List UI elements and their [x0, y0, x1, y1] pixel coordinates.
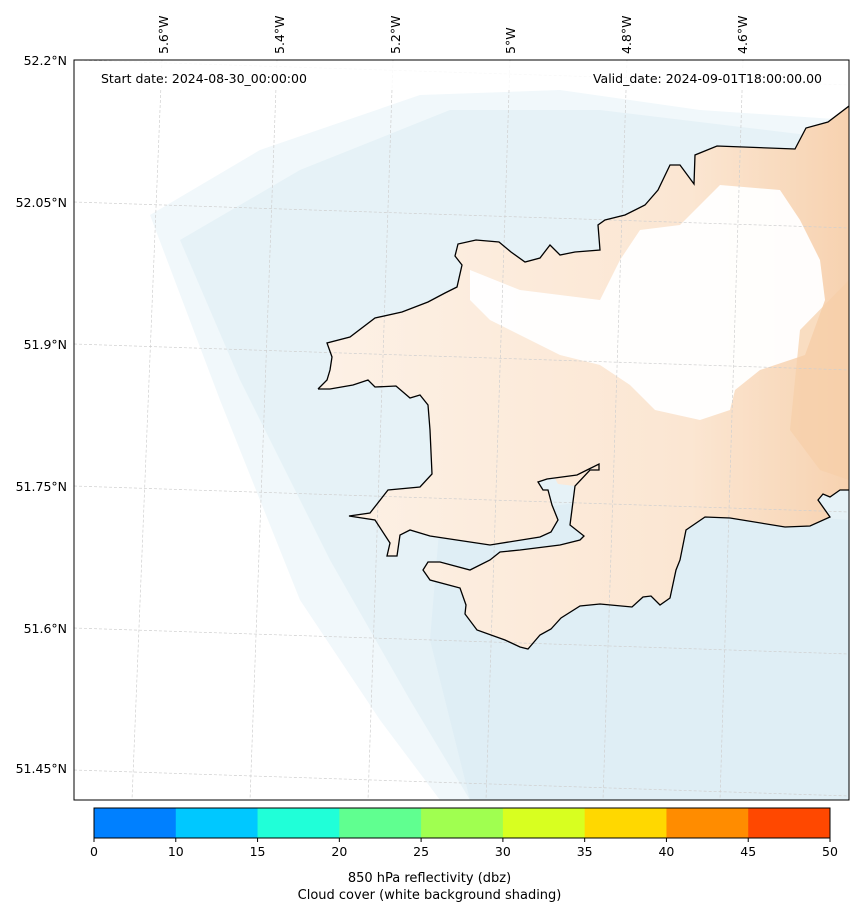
lon-label: 5.6°W — [156, 16, 171, 55]
lon-label: 5.2°W — [388, 16, 403, 55]
colorbar-segment — [175, 808, 259, 838]
colorbar-segment — [584, 808, 667, 838]
colorbar-ticks: 0 10 15 20 25 30 35 40 45 50 — [90, 838, 838, 859]
land-clear-patch — [470, 185, 825, 420]
colorbar-tick-label: 20 — [331, 844, 347, 859]
graticule — [74, 60, 849, 800]
map-plot-area — [74, 60, 849, 800]
colorbar-tick-label: 0 — [90, 844, 98, 859]
colorbar-tick-label: 15 — [250, 844, 266, 859]
colorbar-tick-label: 25 — [413, 844, 429, 859]
colorbar-label: 850 hPa reflectivity (dbz) — [347, 871, 512, 886]
colorbar-tick-label: 50 — [822, 844, 838, 859]
colorbar-segment — [421, 808, 504, 838]
colorbar-tick-label: 10 — [168, 844, 184, 859]
lat-label: 52.2°N — [24, 53, 67, 68]
lat-label: 51.45°N — [16, 761, 67, 776]
longitude-labels: 5.6°W 5.4°W 5.2°W 5°W 4.8°W 4.6°W — [156, 16, 750, 55]
lon-label: 4.6°W — [735, 16, 750, 55]
lon-label: 5°W — [503, 27, 518, 54]
colorbar-tick-label: 45 — [740, 844, 756, 859]
colorbar-segment — [666, 808, 749, 838]
colorbar — [93, 807, 831, 839]
colorbar-tick-label: 30 — [495, 844, 511, 859]
colorbar-segment — [502, 808, 586, 838]
valid-date-text: Valid_date: 2024-09-01T18:00:00.00 — [593, 71, 822, 86]
map-frame — [73, 59, 850, 801]
latitude-labels: 52.2°N 52.05°N 51.9°N 51.75°N 51.6°N 51.… — [16, 53, 67, 776]
coastline — [317, 105, 849, 390]
start-date-text: Start date: 2024-08-30_00:00:00 — [101, 71, 307, 86]
colorbar-segment — [339, 808, 422, 838]
colorbar-tick-label: 35 — [577, 844, 593, 859]
lon-label: 4.8°W — [619, 16, 634, 55]
lat-label: 51.6°N — [24, 621, 67, 636]
colorbar-segment — [257, 808, 340, 838]
lat-label: 51.75°N — [16, 479, 67, 494]
land-warm-band — [790, 280, 849, 480]
lon-label: 5.4°W — [272, 16, 287, 55]
lat-label: 52.05°N — [16, 195, 67, 210]
colorbar-segment — [94, 808, 177, 838]
colorbar-tick-label: 40 — [658, 844, 674, 859]
lat-label: 51.9°N — [24, 337, 67, 352]
colorbar-sublabel: Cloud cover (white background shading) — [297, 888, 562, 903]
colorbar-segment — [748, 808, 831, 838]
coastline-south — [318, 379, 849, 650]
colorbar-frame — [93, 807, 831, 839]
